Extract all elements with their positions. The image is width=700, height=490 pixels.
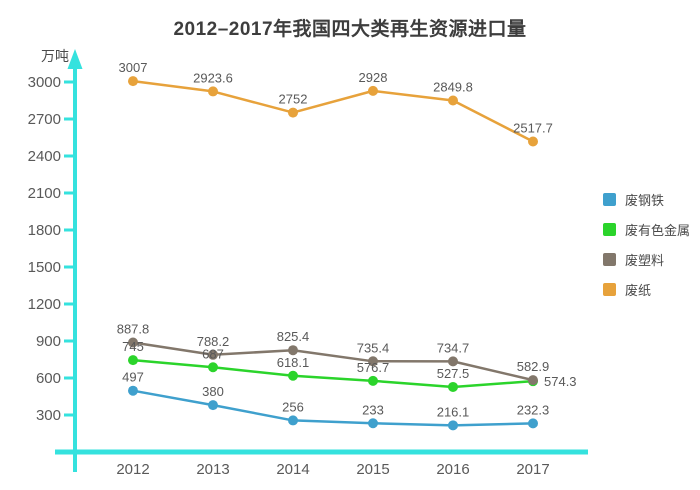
data-point-label: 687 (202, 346, 224, 361)
data-point (288, 415, 298, 426)
data-point-label: 232.3 (517, 402, 550, 417)
y-axis-tick-label: 1500 (28, 259, 61, 276)
data-point-label: 825.4 (277, 329, 310, 344)
data-point (288, 370, 298, 381)
data-point (528, 418, 538, 429)
legend-swatch-icon (603, 253, 616, 266)
data-point-label: 256 (282, 399, 304, 414)
legend-item-2: 废塑料 (603, 250, 690, 269)
y-axis-tick-label: 300 (36, 407, 61, 424)
y-axis-arrow (67, 49, 83, 69)
x-axis-year-label: 2014 (276, 461, 309, 478)
data-point-label: 216.1 (437, 404, 470, 419)
series-line-1 (132, 358, 534, 389)
y-axis-unit-label: 万吨 (41, 48, 69, 64)
data-point-label: 380 (202, 384, 224, 399)
y-axis-tick-label: 1800 (28, 222, 61, 239)
data-point-label: 582.9 (517, 359, 550, 374)
data-point (128, 76, 138, 87)
y-axis-tick-label: 900 (36, 333, 61, 350)
chart-title: 2012–2017年我国四大类再生资源进口量 (173, 19, 527, 40)
data-point (128, 385, 138, 396)
data-point-label: 574.3 (544, 374, 577, 389)
x-axis-year-label: 2017 (516, 461, 549, 478)
data-point (128, 355, 138, 366)
x-axis-year-label: 2013 (196, 461, 229, 478)
data-point (448, 420, 458, 431)
data-point (528, 136, 538, 147)
data-point-label: 3007 (119, 60, 148, 75)
data-point-label: 2928 (359, 70, 388, 85)
data-point-label: 497 (122, 370, 144, 385)
data-point-label: 887.8 (117, 322, 150, 337)
data-point-label: 2849.8 (433, 80, 473, 95)
y-axis-tick-label: 1200 (28, 296, 61, 313)
data-point (288, 107, 298, 118)
data-point (528, 375, 538, 386)
data-point (448, 356, 458, 367)
legend-label: 废塑料 (625, 253, 665, 268)
data-point (208, 349, 218, 360)
data-point-label: 734.7 (437, 340, 470, 355)
x-axis-year-label: 2016 (436, 461, 469, 478)
data-point-label: 2923.6 (193, 70, 233, 85)
legend-swatch-icon (603, 193, 616, 206)
legend-label: 废钢铁 (625, 193, 665, 208)
series-line-0 (132, 389, 534, 427)
x-axis-year-label: 2015 (356, 461, 389, 478)
data-point-label: 618.1 (277, 355, 310, 370)
data-point (128, 337, 138, 348)
series-line-3 (132, 79, 534, 143)
data-point (368, 85, 378, 96)
legend-swatch-icon (603, 223, 616, 236)
data-point-label: 576.7 (357, 360, 390, 375)
data-point-label: 745 (122, 339, 144, 354)
data-point (208, 400, 218, 411)
data-point-label: 2517.7 (513, 120, 553, 135)
legend-item-0: 废钢铁 (603, 190, 690, 209)
legend-item-1: 废有色金属 (603, 220, 690, 239)
data-point-label: 2752 (279, 92, 308, 107)
data-point (368, 356, 378, 367)
data-point (368, 375, 378, 386)
legend-label: 废有色金属 (625, 223, 691, 238)
data-point (288, 345, 298, 356)
y-axis-tick-label: 2100 (28, 185, 61, 202)
data-point (208, 86, 218, 97)
series-line-2 (132, 341, 534, 382)
legend-swatch-icon (603, 283, 616, 296)
data-point (208, 362, 218, 373)
legend-label: 废纸 (625, 283, 652, 298)
data-point-label: 527.5 (437, 366, 470, 381)
y-axis-tick-label: 600 (36, 370, 61, 387)
data-point-label: 735.4 (357, 340, 390, 355)
data-point (448, 95, 458, 106)
x-axis-year-label: 2012 (116, 461, 149, 478)
data-point-label: 233 (362, 402, 384, 417)
data-point-label: 788.2 (197, 334, 230, 349)
y-axis-tick-label: 2400 (28, 148, 61, 165)
y-axis-tick-label: 2700 (28, 111, 61, 128)
data-point (368, 418, 378, 429)
data-point (448, 381, 458, 392)
legend-item-3: 废纸 (603, 280, 690, 299)
y-axis-tick-label: 3000 (28, 74, 61, 91)
chart-legend: 废钢铁废有色金属废塑料废纸 (603, 190, 690, 299)
